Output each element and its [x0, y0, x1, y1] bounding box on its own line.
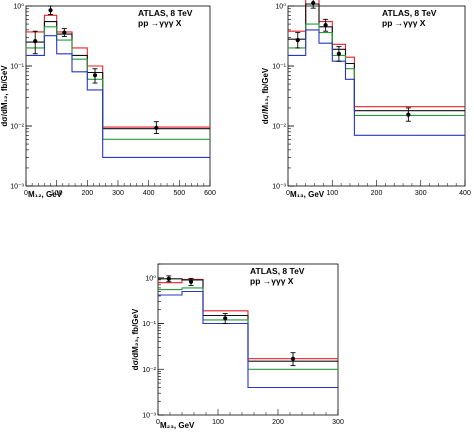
data-point	[311, 0, 316, 6]
x-axis-title: M₁₂, GeV	[28, 190, 63, 199]
series-line-1	[26, 14, 210, 128]
process-label: pp →γγγ X	[138, 18, 182, 28]
y-tick-label: 10⁻²	[10, 124, 24, 131]
x-tick-label: 0	[24, 190, 28, 197]
y-axis-title: dσ/dM₂₃, fb/GeV	[131, 308, 140, 370]
experiment-label: ATLAS, 8 TeV	[382, 8, 437, 18]
data-point	[188, 279, 194, 284]
y-tick-label: 10⁻²	[142, 367, 156, 374]
series-line-2	[26, 21, 210, 130]
y-tick-label: 10⁻³	[142, 413, 156, 420]
plot-frame	[287, 5, 466, 187]
chart-panel-3: 10⁻³ 10⁻² 10⁻¹ 10⁰ 0 100 200 300 ATLAS, 8 TeVpp …	[131, 263, 344, 430]
x-tick-label: 300	[415, 190, 427, 197]
data-point	[295, 38, 300, 43]
y-tick-label: 10⁻¹	[10, 64, 24, 71]
x-tick-label: 300	[332, 419, 344, 426]
x-tick-label: 100	[212, 419, 224, 426]
y-tick-label: 10⁻¹	[142, 321, 156, 328]
data-point	[166, 276, 171, 281]
experiment-label: ATLAS, 8 TeV	[138, 8, 193, 18]
x-tick-label: 400	[143, 190, 155, 197]
data-point	[290, 356, 296, 361]
y-tick-label: 10⁰	[145, 274, 156, 282]
x-tick-label: 0	[286, 190, 290, 197]
chart-panel-1: 10⁻³ 10⁻² 10⁻¹ 10⁰ 0 100 200 300 400 500 600 ATLAS,…	[0, 3, 216, 200]
x-tick-label: 0	[156, 419, 160, 426]
y-tick-label: 10⁻¹	[272, 64, 286, 71]
data-point	[33, 39, 38, 44]
y-tick-label: 10⁰	[13, 3, 24, 11]
series-line-3	[288, 23, 465, 116]
chart-panel-2: 10⁻³ 10⁻² 10⁻¹ 10⁰ 0 100 200 300 400 ATLAS, 8 TeV…	[261, 0, 471, 199]
series-line-1	[288, 0, 465, 108]
x-axis-title: M₂₃, GeV	[160, 421, 195, 430]
data-point	[223, 316, 228, 321]
y-tick-label: 10⁻³	[272, 184, 286, 191]
series-line-4	[26, 35, 210, 158]
process-label: pp →γγγ X	[382, 18, 426, 28]
y-tick-label: 10⁻²	[272, 124, 286, 131]
x-axis-title: M₁₃, GeV	[290, 190, 325, 199]
x-tick-label: 500	[173, 190, 185, 197]
data-point	[92, 73, 98, 78]
y-tick-label: 10⁰	[275, 3, 286, 11]
x-tick-label: 100	[326, 190, 338, 197]
x-tick-label: 200	[371, 190, 383, 197]
x-tick-label: 300	[112, 190, 124, 197]
y-axis-title: dσ/dM₁₂, fb/GeV	[0, 65, 9, 127]
series-line-3	[26, 26, 210, 140]
x-tick-label: 400	[459, 190, 471, 197]
x-tick-label: 200	[272, 419, 284, 426]
x-tick-label: 200	[81, 190, 93, 197]
process-label: pp →γγγ X	[250, 276, 294, 286]
data-point	[336, 51, 341, 56]
series-line-4	[158, 290, 338, 389]
data-point	[154, 125, 159, 130]
data-point	[62, 30, 67, 35]
series-line-4	[288, 29, 465, 136]
series-line-2	[288, 3, 465, 112]
y-tick-label: 10⁻³	[10, 184, 24, 191]
data-point	[323, 23, 328, 28]
data-point	[406, 112, 411, 117]
plot-frame	[25, 5, 211, 187]
plot-frame	[157, 263, 339, 416]
experiment-label: ATLAS, 8 TeV	[250, 266, 305, 276]
x-tick-label: 100	[51, 190, 63, 197]
x-tick-label: 600	[204, 190, 216, 197]
data-point	[48, 8, 53, 13]
y-axis-title: dσ/M₁₃, fb/GeV	[261, 67, 270, 124]
